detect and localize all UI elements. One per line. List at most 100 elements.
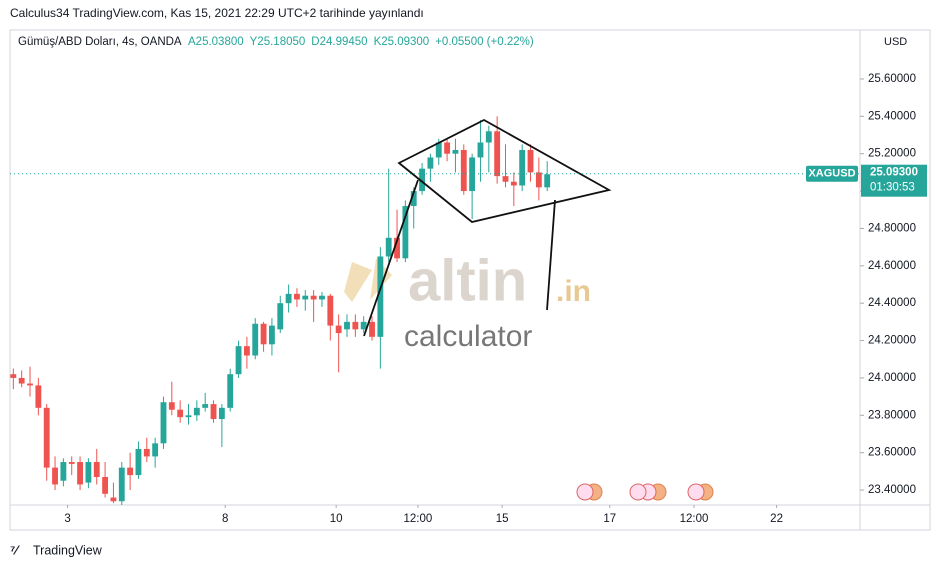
candle-body (319, 295, 325, 300)
ticker-label: XAGUSD (808, 168, 855, 180)
diamond-pattern (397, 118, 612, 223)
drawings (363, 118, 612, 337)
candle-body (185, 415, 192, 418)
candle-body (110, 497, 117, 502)
candle-body (18, 377, 25, 384)
candle-body (177, 409, 184, 418)
y-tick-label: 25.20000 (868, 148, 916, 160)
event-icons (576, 483, 714, 501)
candle-body (402, 206, 409, 259)
price-badge (861, 164, 927, 197)
candle-body (360, 321, 367, 330)
candle-body (210, 404, 217, 420)
legend: Gümüş/ABD Doları, 4s, OANDA A25.03800 Y25… (18, 36, 534, 48)
currency: USD (884, 36, 907, 48)
candle-body (68, 462, 75, 464)
candle-body (460, 149, 467, 192)
watermark-sub: calculator (404, 320, 532, 353)
candle-body (102, 476, 109, 494)
target-line (546, 199, 556, 311)
candle-body (452, 149, 459, 154)
trend-line (363, 179, 419, 337)
candle-body (93, 462, 100, 477)
candle-body (510, 181, 517, 186)
candle-body (477, 142, 484, 158)
x-tick-label: 17 (603, 513, 616, 525)
candle-body (85, 462, 92, 483)
candle-body (27, 383, 33, 386)
y-tick-label: 24.20000 (868, 335, 916, 347)
candle-body (485, 131, 492, 143)
candle-body (252, 323, 259, 356)
legend-value: A25.03800 (188, 36, 244, 48)
candle-body (135, 448, 142, 476)
candle-body (277, 303, 284, 330)
legend-value: +0.05500 (+0.22%) (435, 36, 534, 48)
candle-body (302, 295, 309, 300)
legend-value: Y25.18050 (250, 36, 306, 48)
candle-body (160, 402, 167, 444)
x-tick-label: 12:00 (404, 513, 433, 525)
page-title: Calculus34 TradingView.com, Kas 15, 2021… (10, 6, 424, 20)
candle-body (118, 467, 125, 502)
candle-body (227, 374, 234, 408)
candle-body (527, 149, 534, 173)
x-tick-label: 10 (330, 513, 343, 525)
watermark-domain: .in (556, 275, 591, 308)
watermark-logo (344, 258, 392, 302)
legend-value: D24.99450 (311, 36, 367, 48)
legend-value: K25.09300 (374, 36, 430, 48)
x-tick-label: 12:00 (680, 513, 709, 525)
y-tick-label: 24.40000 (868, 297, 916, 309)
candle-body (377, 256, 384, 337)
candle-body (435, 142, 442, 158)
candle-body (427, 157, 434, 169)
tv-logo: ⁷⁄ (10, 542, 20, 557)
candle-body (344, 321, 350, 330)
candle-body (152, 443, 159, 457)
candle-body (10, 374, 17, 378)
candle-body (310, 295, 317, 300)
candle-body (369, 321, 375, 337)
candle-body (494, 131, 501, 177)
countdown: 01:30:53 (870, 182, 915, 194)
candle-body (260, 323, 267, 345)
x-tick-label: 8 (222, 513, 228, 525)
candle-body (202, 404, 209, 408)
watermark: altin .in calculator (344, 248, 591, 353)
candle-body (410, 191, 417, 207)
y-tick-label: 23.60000 (868, 447, 916, 459)
price-label: 25.09300 (870, 167, 918, 179)
y-tick-label: 24.80000 (868, 222, 916, 234)
x-tick-label: 3 (64, 513, 70, 525)
candle-body (469, 157, 476, 192)
footer: TradingView (33, 543, 103, 557)
candle-body (193, 407, 200, 416)
candle-body (77, 462, 83, 485)
y-tick-label: 23.40000 (868, 484, 916, 496)
candle-body (335, 325, 342, 334)
candle-body (327, 295, 334, 326)
candle-body (235, 346, 242, 375)
candle-body (218, 407, 225, 420)
candle-body (444, 142, 451, 154)
candle-body (394, 237, 400, 259)
candle-body (419, 168, 425, 192)
candle-body (143, 448, 150, 457)
candle-body (544, 174, 551, 188)
candle-body (535, 172, 542, 188)
candle-body (168, 402, 175, 410)
watermark-brand: altin (408, 248, 527, 313)
candle-body (385, 237, 392, 257)
candle-body (35, 385, 42, 408)
y-tick-label: 24.00000 (868, 372, 916, 384)
ticker-badge (806, 165, 858, 182)
candle-body (243, 346, 250, 356)
candle-body (285, 293, 292, 304)
candle-body (60, 462, 67, 481)
candle-body (502, 176, 509, 182)
plot-area (10, 116, 551, 505)
y-tick-label: 25.40000 (868, 110, 916, 122)
